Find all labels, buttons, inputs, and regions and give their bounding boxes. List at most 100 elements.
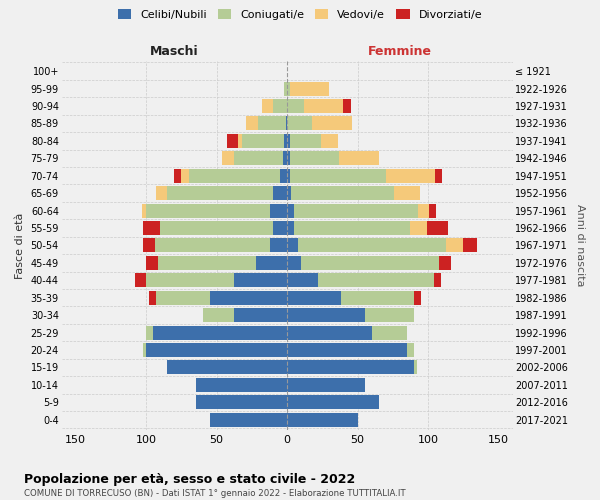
Bar: [287, 274, 318, 287]
Bar: [188, 169, 280, 182]
Bar: [290, 169, 386, 182]
Bar: [273, 221, 287, 235]
Bar: [143, 238, 155, 252]
Bar: [292, 186, 394, 200]
Bar: [287, 116, 313, 130]
Bar: [287, 221, 294, 235]
Bar: [446, 238, 463, 252]
Bar: [223, 152, 233, 166]
Bar: [284, 82, 287, 96]
Bar: [365, 308, 414, 322]
Bar: [160, 221, 273, 235]
Bar: [227, 134, 238, 148]
Bar: [287, 308, 365, 322]
Text: Femmine: Femmine: [368, 45, 432, 58]
Bar: [181, 169, 188, 182]
Bar: [434, 274, 441, 287]
Bar: [155, 238, 270, 252]
Bar: [209, 412, 287, 426]
Bar: [156, 186, 167, 200]
Bar: [143, 343, 146, 357]
Bar: [209, 290, 287, 304]
Bar: [287, 204, 294, 218]
Bar: [287, 186, 292, 200]
Bar: [290, 82, 329, 96]
Bar: [146, 274, 233, 287]
Text: Maschi: Maschi: [150, 45, 199, 58]
Bar: [410, 221, 427, 235]
Bar: [175, 169, 181, 182]
Bar: [287, 152, 290, 166]
Bar: [284, 134, 287, 148]
Bar: [287, 396, 379, 409]
Bar: [149, 290, 156, 304]
Bar: [313, 116, 352, 130]
Bar: [283, 152, 287, 166]
Bar: [256, 256, 287, 270]
Bar: [286, 116, 287, 130]
Bar: [298, 238, 446, 252]
Bar: [270, 204, 287, 218]
Bar: [233, 308, 287, 322]
Bar: [414, 360, 417, 374]
Bar: [294, 221, 410, 235]
Bar: [287, 82, 290, 96]
Bar: [273, 99, 287, 113]
Bar: [430, 204, 436, 218]
Bar: [287, 134, 290, 148]
Bar: [238, 134, 242, 148]
Bar: [280, 169, 287, 182]
Bar: [146, 326, 153, 340]
Bar: [418, 204, 430, 218]
Bar: [290, 134, 321, 148]
Text: COMUNE DI TORRECUSO (BN) - Dati ISTAT 1° gennaio 2022 - Elaborazione TUTTITALIA.: COMUNE DI TORRECUSO (BN) - Dati ISTAT 1°…: [24, 489, 406, 498]
Bar: [153, 326, 287, 340]
Bar: [371, 326, 407, 340]
Bar: [287, 326, 371, 340]
Y-axis label: Anni di nascita: Anni di nascita: [575, 204, 585, 286]
Bar: [158, 256, 256, 270]
Bar: [287, 238, 298, 252]
Bar: [233, 274, 287, 287]
Bar: [287, 412, 358, 426]
Bar: [270, 238, 287, 252]
Bar: [287, 256, 301, 270]
Bar: [242, 134, 284, 148]
Bar: [143, 221, 160, 235]
Bar: [287, 169, 290, 182]
Bar: [167, 186, 273, 200]
Bar: [233, 152, 283, 166]
Bar: [287, 343, 407, 357]
Bar: [394, 186, 419, 200]
Bar: [146, 204, 270, 218]
Bar: [167, 360, 287, 374]
Bar: [156, 290, 209, 304]
Bar: [142, 204, 146, 218]
Text: Popolazione per età, sesso e stato civile - 2022: Popolazione per età, sesso e stato civil…: [24, 472, 355, 486]
Bar: [427, 221, 448, 235]
Bar: [341, 290, 414, 304]
Bar: [294, 204, 418, 218]
Bar: [301, 256, 439, 270]
Bar: [414, 290, 421, 304]
Bar: [287, 99, 304, 113]
Bar: [343, 99, 350, 113]
Bar: [203, 308, 233, 322]
Bar: [146, 256, 158, 270]
Bar: [318, 274, 434, 287]
Bar: [287, 378, 365, 392]
Bar: [463, 238, 478, 252]
Y-axis label: Fasce di età: Fasce di età: [15, 212, 25, 278]
Bar: [439, 256, 451, 270]
Bar: [273, 186, 287, 200]
Bar: [407, 343, 414, 357]
Bar: [339, 152, 379, 166]
Bar: [146, 343, 287, 357]
Bar: [262, 99, 273, 113]
Bar: [304, 99, 343, 113]
Bar: [287, 290, 341, 304]
Bar: [435, 169, 442, 182]
Bar: [257, 116, 286, 130]
Bar: [246, 116, 257, 130]
Bar: [287, 360, 414, 374]
